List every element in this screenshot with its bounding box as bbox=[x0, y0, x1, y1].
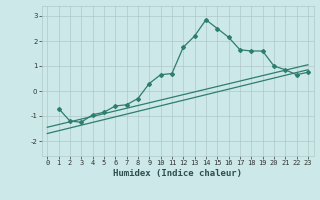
X-axis label: Humidex (Indice chaleur): Humidex (Indice chaleur) bbox=[113, 169, 242, 178]
